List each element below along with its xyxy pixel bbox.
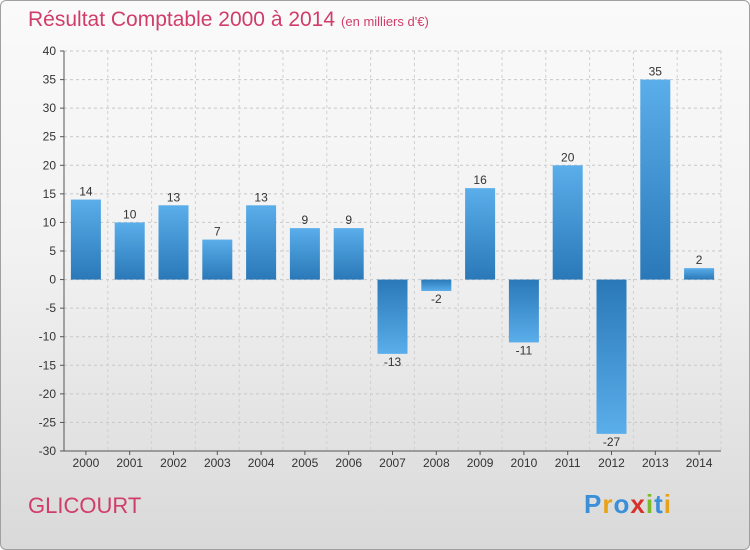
y-tick-label: 0 [49,273,56,287]
logo-letter: x [630,489,646,519]
data-label: 20 [561,150,575,164]
x-tick-label: 2009 [467,456,494,470]
data-label: 7 [214,225,221,239]
chart-subtitle: (en milliers d'€) [341,14,429,29]
bar-2011 [552,165,583,280]
y-tick-label: -15 [39,358,57,372]
y-tick-label: 15 [43,187,57,201]
bar-2003 [202,239,233,280]
data-label: 10 [123,207,137,221]
y-tick-label: 5 [49,244,56,258]
y-tick-label: -10 [39,330,57,344]
logo-letter: i [663,489,672,519]
y-tick-label: -25 [39,415,57,429]
bar-2012 [596,279,627,434]
location-name: GLICOURT [28,493,142,518]
proxiti-logo: Proxiti [584,489,672,520]
x-tick-label: 2004 [248,456,275,470]
logo-letter: r [602,489,614,519]
x-tick-label: 2006 [335,456,362,470]
x-tick-label: 2008 [423,456,450,470]
y-tick-label: 10 [43,215,57,229]
data-label: 16 [473,173,487,187]
bar-2001 [114,222,145,280]
y-tick-label: -20 [39,387,57,401]
data-label: 13 [167,190,181,204]
logo-letter: t [654,489,664,519]
bar-2004 [246,205,277,280]
x-tick-label: 2005 [292,456,319,470]
x-tick-label: 2007 [379,456,406,470]
data-label: -2 [431,292,442,306]
data-label: 9 [302,213,309,227]
x-tick-label: 2002 [160,456,187,470]
bar-2000 [70,199,101,280]
x-tick-label: 2012 [598,456,625,470]
data-label: 9 [345,213,352,227]
data-label: 35 [649,65,663,79]
y-tick-label: 35 [43,73,57,87]
data-label: 13 [254,190,268,204]
logo-letter: i [645,489,655,519]
y-tick-label: 20 [43,158,57,172]
axes: 40 35 30 25 20 15 10 5 0 -5 -10 -15 -20 -25 -30 2000 200… [39,44,721,470]
bar-2010 [508,279,539,343]
bar-2009 [465,188,496,280]
data-label: -11 [516,343,533,357]
y-tick-label: -5 [45,301,56,315]
data-label: 2 [696,253,703,267]
x-tick-label: 2011 [555,456,581,470]
y-tick-label: -30 [39,444,57,458]
chart-title-text: Résultat Comptable 2000 à 2014 [28,8,336,31]
bar-2013 [640,79,671,280]
bar-2007 [377,279,408,354]
data-label: -27 [603,435,621,449]
y-tick-label: 25 [43,130,57,144]
chart-title: Résultat Comptable 2000 à 2014 (en millie… [28,8,429,32]
logo-letter: o [613,489,631,519]
data-label: -13 [384,355,402,369]
bar-2014 [684,268,715,280]
bars [70,79,715,434]
bar-2008 [421,279,452,291]
data-labels: 14 10 13 7 13 9 9 -13 -2 16 -11 20 -27 35 2 [79,65,703,449]
x-tick-label: 2000 [73,456,100,470]
y-tick-label: 40 [43,44,57,58]
logo-letter: P [584,489,603,519]
y-tick-label: 30 [43,101,57,115]
bar-2005 [289,228,320,280]
x-tick-label: 2001 [116,456,143,470]
bar-2002 [158,205,189,280]
x-tick-label: 2003 [204,456,231,470]
bar-2006 [333,228,364,280]
data-label: 14 [79,185,93,199]
x-tick-label: 2013 [642,456,669,470]
x-tick-label: 2010 [511,456,538,470]
x-tick-label: 2014 [686,456,713,470]
